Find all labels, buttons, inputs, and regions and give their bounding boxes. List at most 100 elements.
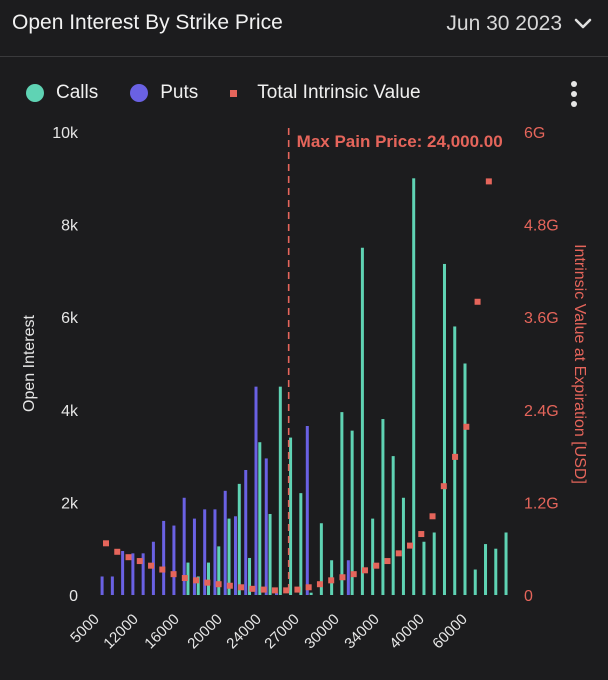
y2-axis-title: Intrinsic Value at Expiration [USD]: [571, 244, 588, 484]
x-tick-label: 34000: [341, 611, 383, 653]
x-tick-label: 60000: [429, 611, 471, 653]
puts-bar: [121, 551, 124, 595]
intrinsic-value-point: [396, 550, 402, 556]
puts-bar: [162, 521, 165, 595]
intrinsic-value-point: [238, 584, 244, 590]
intrinsic-value-point: [216, 581, 222, 587]
y2-tick-label: 6G: [524, 125, 545, 142]
intrinsic-value-point: [452, 454, 458, 460]
intrinsic-value-point: [272, 587, 278, 593]
intrinsic-value-point: [385, 558, 391, 564]
y2-tick-label: 4.8G: [524, 218, 559, 235]
y-tick-label: 2k: [61, 495, 79, 512]
x-tick-label: 20000: [184, 611, 226, 653]
puts-bar: [101, 576, 104, 595]
calls-bar: [279, 387, 282, 595]
calls-bar: [412, 178, 415, 595]
calls-bar: [299, 493, 302, 595]
intrinsic-value-point: [430, 513, 436, 519]
max-pain-label: Max Pain Price: 24,000.00: [297, 132, 503, 151]
x-tick-label: 24000: [223, 611, 265, 653]
y-axis-title: Open Interest: [21, 314, 38, 412]
puts-bar: [111, 576, 114, 595]
y-tick-label: 6k: [61, 310, 79, 327]
puts-bar: [193, 519, 196, 595]
intrinsic-value-point: [475, 299, 481, 305]
calls-bar: [361, 248, 364, 595]
calls-bar: [351, 431, 354, 595]
y-tick-label: 0: [69, 588, 78, 605]
intrinsic-value-point: [486, 178, 492, 184]
calls-bar: [269, 514, 272, 595]
calls-bar: [494, 549, 497, 595]
x-tick-label: 27000: [261, 611, 303, 653]
intrinsic-value-point: [283, 587, 289, 593]
calls-bar: [392, 456, 395, 595]
x-tick-label: 5000: [67, 611, 103, 647]
puts-bar: [347, 560, 350, 595]
intrinsic-value-point: [182, 575, 188, 581]
puts-bar: [265, 458, 268, 595]
y2-tick-label: 1.2G: [524, 495, 559, 512]
intrinsic-value-point: [204, 580, 210, 586]
intrinsic-value-point: [317, 581, 323, 587]
puts-bar: [224, 491, 227, 595]
calls-bar: [238, 484, 241, 595]
calls-bar: [310, 593, 313, 595]
intrinsic-value-point: [306, 584, 312, 590]
y2-tick-label: 2.4G: [524, 403, 559, 420]
intrinsic-value-point: [351, 571, 357, 577]
calls-bar: [505, 533, 508, 596]
intrinsic-value-point: [294, 587, 300, 593]
intrinsic-value-point: [463, 424, 469, 430]
open-interest-chart: 0 2k 4k 6k 8k 10k 0 1.2G 2.4G 3.6G 4.8G 6G Open Inte…: [0, 0, 608, 680]
calls-bar: [433, 533, 436, 596]
calls-bar: [464, 364, 467, 596]
puts-bar: [172, 526, 175, 595]
calls-bar: [422, 542, 425, 595]
intrinsic-value-point: [103, 540, 109, 546]
intrinsic-value-point: [362, 567, 368, 573]
x-tick-label: 16000: [141, 611, 183, 653]
intrinsic-value-point: [171, 571, 177, 577]
calls-bar: [258, 442, 261, 595]
intrinsic-value-point: [114, 549, 120, 555]
calls-bar: [474, 570, 477, 595]
intrinsic-value-point: [261, 587, 267, 593]
calls-bar: [402, 498, 405, 595]
intrinsic-value-point: [339, 574, 345, 580]
puts-bar: [255, 387, 258, 595]
y2-tick-label: 0: [524, 588, 533, 605]
intrinsic-value-point: [249, 586, 255, 592]
intrinsic-value-point: [373, 563, 379, 569]
y-tick-label: 10k: [52, 125, 79, 142]
calls-bar: [217, 546, 220, 595]
intrinsic-value-point: [418, 531, 424, 537]
intrinsic-value-point: [159, 567, 165, 573]
intrinsic-value-point: [227, 583, 233, 589]
intrinsic-value-point: [137, 558, 143, 564]
puts-bar: [244, 470, 247, 595]
x-tick-label: 40000: [386, 611, 428, 653]
y-tick-label: 4k: [61, 403, 79, 420]
intrinsic-value-point: [148, 563, 154, 569]
x-tick-label: 12000: [100, 611, 142, 653]
intrinsic-value-point: [193, 577, 199, 583]
intrinsic-value-point: [407, 543, 413, 549]
puts-bar: [234, 516, 237, 595]
calls-bar: [207, 563, 210, 595]
calls-bar: [453, 326, 456, 595]
intrinsic-value-point: [441, 483, 447, 489]
x-tick-label: 30000: [301, 611, 343, 653]
intrinsic-value-point: [328, 577, 334, 583]
calls-bar: [443, 264, 446, 595]
calls-bar: [371, 519, 374, 595]
puts-bar: [306, 426, 309, 595]
calls-bar: [289, 438, 292, 595]
intrinsic-value-point: [126, 554, 132, 560]
y2-tick-label: 3.6G: [524, 310, 559, 327]
puts-bar: [131, 553, 134, 595]
y-tick-label: 8k: [61, 218, 79, 235]
calls-bar: [381, 419, 384, 595]
calls-bar: [484, 544, 487, 595]
